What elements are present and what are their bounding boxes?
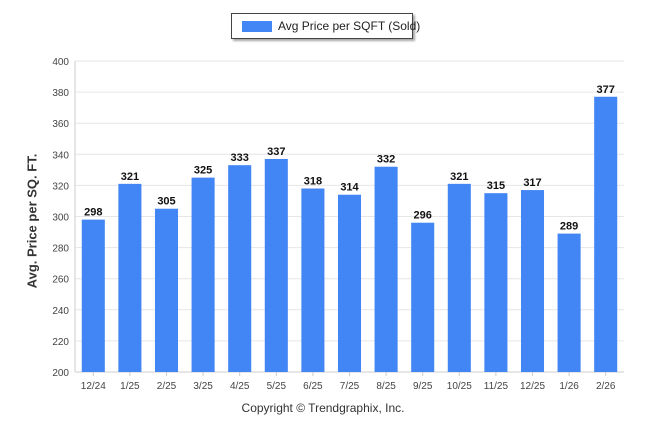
data-label: 321	[450, 171, 468, 183]
data-label: 333	[231, 152, 249, 164]
y-tick-label: 220	[52, 337, 69, 348]
bar	[594, 96, 618, 372]
x-tick-label: 12/25	[520, 381, 545, 392]
data-label: 321	[121, 171, 139, 183]
y-tick-label: 240	[52, 306, 69, 317]
bar	[484, 193, 508, 372]
y-tick-label: 380	[52, 88, 69, 99]
bar	[154, 208, 179, 372]
x-tick-label: 5/25	[267, 381, 287, 392]
data-label: 289	[560, 221, 578, 233]
y-tick-label: 300	[52, 213, 69, 224]
x-tick-label: 6/25	[303, 381, 323, 392]
data-label: 315	[487, 180, 505, 192]
bar	[520, 190, 545, 372]
bar	[411, 222, 435, 372]
bar	[557, 233, 581, 372]
bar	[118, 183, 142, 372]
x-tick-label: 4/25	[230, 381, 250, 392]
x-tick-label: 2/25	[157, 381, 177, 392]
x-tick-label: 7/25	[340, 381, 360, 392]
data-label: 337	[267, 146, 285, 158]
x-tick-label: 8/25	[376, 381, 396, 392]
data-label: 298	[84, 207, 102, 219]
x-tick-label: 12/24	[81, 381, 106, 392]
bar	[264, 158, 288, 372]
x-tick-label: 1/26	[559, 381, 579, 392]
data-label: 377	[597, 84, 615, 96]
bar	[301, 188, 325, 372]
y-tick-label: 360	[52, 119, 69, 130]
x-tick-label: 1/25	[120, 381, 140, 392]
y-tick-label: 260	[52, 275, 69, 286]
bar	[337, 194, 362, 372]
legend[interactable]: Avg Price per SQFT (Sold)	[231, 13, 420, 39]
data-label: 325	[194, 165, 212, 177]
copyright-footer: Copyright © Trendgraphix, Inc.	[241, 401, 405, 415]
y-tick-label: 200	[52, 368, 69, 379]
bar	[374, 166, 398, 372]
legend-label: Avg Price per SQFT (Sold)	[278, 19, 421, 33]
bar	[228, 165, 252, 372]
y-tick-label: 280	[52, 244, 69, 255]
x-tick-label: 2/26	[596, 381, 616, 392]
data-label: 332	[377, 154, 395, 166]
y-axis-title: Avg. Price per SQ. FT.	[24, 153, 40, 289]
bar	[447, 183, 471, 372]
data-label: 305	[157, 196, 175, 208]
data-label: 314	[340, 182, 359, 194]
data-label: 318	[304, 176, 322, 188]
y-tick-label: 320	[52, 181, 69, 192]
y-tick-label: 400	[52, 57, 69, 68]
x-tick-label: 11/25	[484, 381, 509, 392]
data-label: 317	[523, 177, 541, 189]
legend-swatch	[242, 21, 272, 32]
bar	[191, 177, 215, 372]
x-tick-label: 10/25	[447, 381, 472, 392]
x-tick-label: 3/25	[193, 381, 213, 392]
data-label: 296	[414, 210, 432, 222]
x-tick-label: 9/25	[413, 381, 433, 392]
bar	[81, 219, 105, 372]
y-tick-label: 340	[52, 150, 69, 161]
